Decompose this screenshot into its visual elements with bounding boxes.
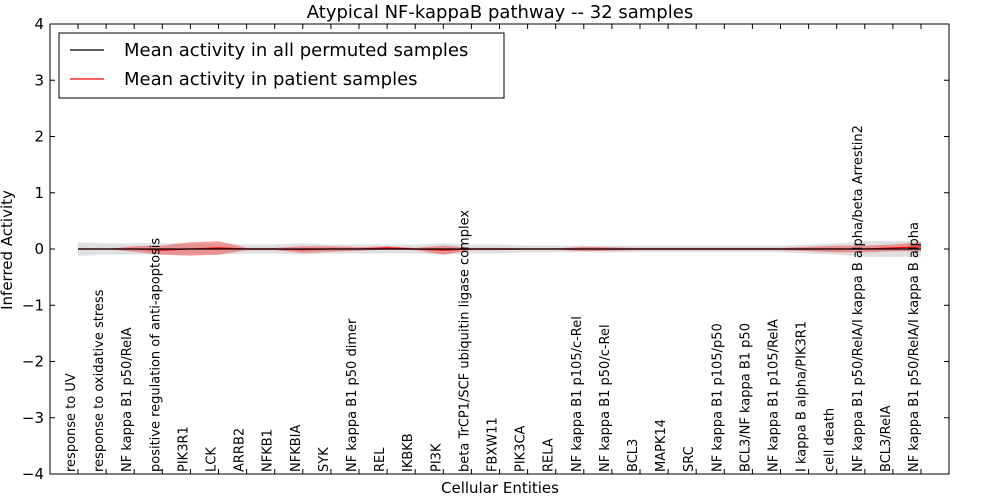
category-label: I kappa B alpha/PIK3R1 [795, 321, 810, 472]
y-tick-label: 0 [34, 240, 44, 258]
category-label: NF kappa B1 p105/RelA [767, 319, 782, 472]
y-tick-label: 2 [34, 128, 44, 146]
category-label: ARRB2 [233, 428, 248, 472]
category-label: BCL3/RelA [879, 405, 894, 472]
y-tick-label: −2 [22, 353, 44, 371]
category-label: NFKBIA [289, 425, 304, 472]
category-label: NF kappa B1 p50/RelA [120, 327, 135, 472]
category-label: BCL3 [626, 439, 641, 472]
category-label: SRC [682, 446, 697, 472]
category-label: NF kappa B1 p105/c-Rel [570, 316, 585, 472]
category-label: beta TrCP1/SCF ubiquitin ligase complex [457, 210, 472, 472]
y-tick-label: 3 [34, 71, 44, 89]
series-lines [78, 246, 922, 251]
x-axis-label: Cellular Entities [441, 479, 559, 497]
x-axis-ticks [77, 24, 922, 474]
category-label: NF kappa B1 p50 dimer [345, 318, 360, 472]
legend-label-permuted: Mean activity in all permuted samples [124, 40, 468, 61]
category-label: RELA [542, 438, 557, 472]
legend-box [58, 32, 505, 99]
y-axis-ticks: −4 −3 −2 −1 0 1 2 3 4 [22, 15, 949, 483]
category-label: SYK [317, 447, 332, 472]
category-label: response to oxidative stress [92, 289, 107, 472]
category-label: NF kappa B1 p50/RelA/I kappa B alpha/bet… [851, 125, 866, 472]
category-label: NFKB1 [261, 429, 276, 472]
y-tick-label: 4 [34, 15, 44, 33]
category-label: cell death [823, 408, 838, 472]
category-label: BCL3/NF kappa B1 p50 [738, 323, 753, 472]
category-label: LCK [205, 447, 220, 472]
y-axis-label: Inferred Activity [0, 190, 16, 310]
category-label: NF kappa B1 p105/p50 [710, 323, 725, 472]
category-label: PI3K [429, 443, 444, 472]
category-label: NF kappa B1 p50/RelA/I kappa B alpha [907, 222, 922, 472]
y-tick-label: 1 [34, 184, 44, 202]
category-label: response to UV [64, 373, 79, 472]
category-label: PIK3CA [514, 425, 529, 472]
category-label: REL [373, 447, 388, 472]
category-labels: response to UV response to oxidative stre… [64, 125, 922, 472]
chart-title: Atypical NF-kappaB pathway -- 32 samples [307, 2, 693, 23]
legend-label-patient: Mean activity in patient samples [124, 69, 418, 90]
category-label: MAPK14 [654, 419, 669, 472]
category-label: NF kappa B1 p50/c-Rel [598, 324, 613, 472]
legend: Mean activity in all permuted samples Me… [58, 32, 505, 99]
category-label: IKBKB [401, 433, 416, 472]
y-tick-label: −3 [22, 409, 44, 427]
category-label: PIK3R1 [176, 426, 191, 472]
category-label: FBXW11 [486, 417, 501, 472]
category-label: positive regulation of anti-apoptosis [148, 238, 163, 472]
y-tick-label: −4 [22, 465, 44, 483]
y-tick-label: −1 [22, 296, 44, 314]
